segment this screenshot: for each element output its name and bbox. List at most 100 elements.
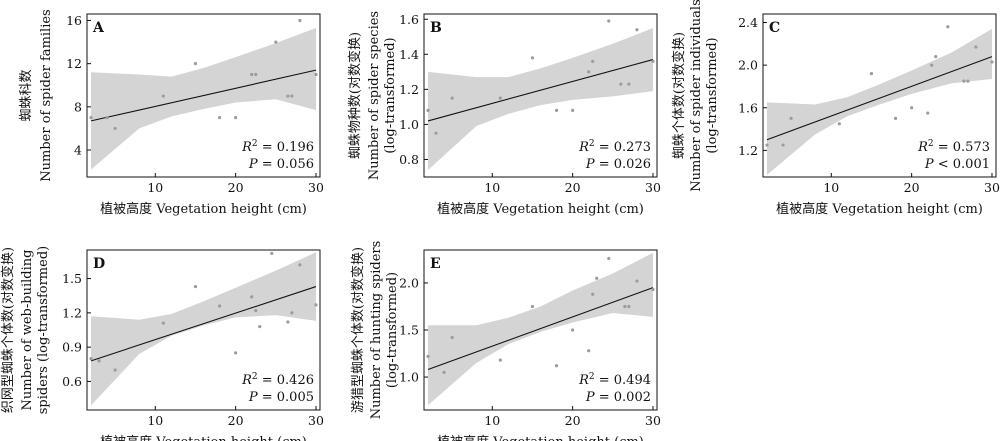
plot-frame <box>423 13 658 178</box>
y-tick-label: 1.0 <box>399 370 419 385</box>
x-tick-label: 10 <box>484 180 500 195</box>
data-point <box>286 94 290 98</box>
y-axis-label-en: Number of hunting spiders <box>369 241 384 420</box>
x-tick-label: 20 <box>228 180 244 195</box>
regression-line <box>90 286 317 362</box>
y-tick-label: 1.6 <box>399 12 419 27</box>
y-tick-label: 1.5 <box>62 271 82 286</box>
x-tick-label: 30 <box>645 180 661 195</box>
y-tick-label: 12 <box>66 56 82 71</box>
data-point <box>619 82 623 86</box>
data-point <box>869 72 874 76</box>
x-tick-label: 10 <box>147 413 163 428</box>
y-axis-label-en: Number of spider species <box>367 11 382 180</box>
x-tick-label: 10 <box>823 180 839 195</box>
data-point <box>426 354 430 358</box>
x-tick-label: 30 <box>984 180 1000 195</box>
data-point <box>290 94 294 98</box>
regression-line <box>90 69 317 122</box>
y-axis-label-cn: 游猎型蜘蛛个体数(对数变换) <box>350 247 366 413</box>
data-point <box>97 359 101 363</box>
y-tick-label: 1.4 <box>399 47 419 62</box>
y-tick-label: 0.8 <box>399 152 419 167</box>
data-point <box>926 111 930 115</box>
data-point <box>781 143 785 147</box>
y-tick-label: 16 <box>66 13 82 28</box>
p-value-label: P = 0.002 <box>585 390 651 405</box>
data-point <box>530 56 535 60</box>
r-squared-label: R2 = 0.273 <box>578 139 651 155</box>
data-point <box>765 143 769 147</box>
y-axis-label-en: Number of spider individuals <box>689 0 704 192</box>
data-point <box>627 304 631 309</box>
x-tick-label: 30 <box>308 413 324 428</box>
y-tick-label: 2.4 <box>738 15 758 30</box>
data-point <box>254 308 258 313</box>
data-point <box>789 116 793 121</box>
data-point <box>450 335 454 340</box>
panel-c: 10 20 30 1.2 1.6 2.0 2.4 C R2 = 0.573 P < 0.001 植被… <box>671 0 1000 217</box>
data-point <box>893 116 898 121</box>
y-tick-label: 1.0 <box>399 117 419 132</box>
data-point <box>595 276 599 280</box>
data-point <box>587 349 591 353</box>
y-tick-label: 1.5 <box>399 323 419 338</box>
data-point <box>910 106 914 110</box>
data-point <box>161 94 165 98</box>
x-axis-label: 植被高度 Vegetation height (cm) <box>100 201 307 217</box>
p-value-label: P < 0.001 <box>924 157 990 172</box>
y-tick-label: 1.2 <box>738 143 758 158</box>
x-tick-label: 20 <box>228 413 244 428</box>
data-point <box>298 18 302 23</box>
data-point <box>591 292 595 296</box>
confidence-band <box>428 28 653 170</box>
y-axis-label-en: (log-transformed) <box>385 272 400 388</box>
data-point <box>974 45 978 49</box>
data-point <box>571 108 575 112</box>
data-point <box>607 256 611 261</box>
regression-line <box>427 287 654 371</box>
data-point <box>498 358 502 362</box>
data-point <box>434 131 438 135</box>
confidence-band <box>91 252 316 406</box>
panel-b: 10 20 30 0.8 1.0 1.2 1.4 1.6 B R2 = 0.273 P = 0.02… <box>347 11 661 217</box>
data-point <box>498 96 502 100</box>
x-axis-label: 植被高度 Vegetation height (cm) <box>437 201 644 217</box>
x-tick-label: 30 <box>308 180 324 195</box>
data-point <box>930 63 934 67</box>
data-point <box>290 311 294 315</box>
r-squared-label: R2 = 0.426 <box>241 372 314 388</box>
data-point <box>234 351 238 355</box>
y-axis-label-cn: 蜘蛛个体数(对数变换) <box>671 32 687 159</box>
data-point <box>837 122 841 126</box>
data-point <box>554 364 559 368</box>
y-axis-label-en: Number of web-building <box>20 250 35 411</box>
y-tick-label: 1.6 <box>738 100 758 115</box>
y-axis-label-en: (log-transformed) <box>705 37 720 153</box>
panel-a: 10 20 30 4 8 12 16 A R2 = 0.196 P = 0.056 植被高度 Veg… <box>19 9 324 217</box>
data-point <box>113 368 117 372</box>
data-point <box>274 40 278 44</box>
p-value-label: P = 0.026 <box>585 157 651 172</box>
r-squared-label: R2 = 0.196 <box>241 139 314 155</box>
y-axis-label-cn: 蜘蛛物种数(对数变换) <box>347 32 363 159</box>
x-tick-label: 10 <box>147 180 163 195</box>
data-point <box>193 62 198 66</box>
y-axis-label-cn: 蜘蛛科数 <box>19 69 34 121</box>
panel-letter: B <box>430 20 442 36</box>
panel-d: 10 20 30 0.6 0.9 1.2 1.5 D R2 = 0.426 P = 0.005 植被… <box>0 246 324 441</box>
regression-line <box>427 59 654 122</box>
data-point <box>635 28 639 32</box>
data-point <box>314 303 318 307</box>
data-point <box>651 287 655 292</box>
data-point <box>250 72 254 77</box>
data-point <box>258 324 262 329</box>
y-tick-label: 1.2 <box>399 82 419 97</box>
data-point <box>298 263 302 267</box>
data-point <box>627 82 631 86</box>
data-point <box>286 320 290 324</box>
data-point <box>946 25 950 29</box>
y-tick-label: 1.2 <box>62 305 82 320</box>
data-point <box>571 328 575 332</box>
